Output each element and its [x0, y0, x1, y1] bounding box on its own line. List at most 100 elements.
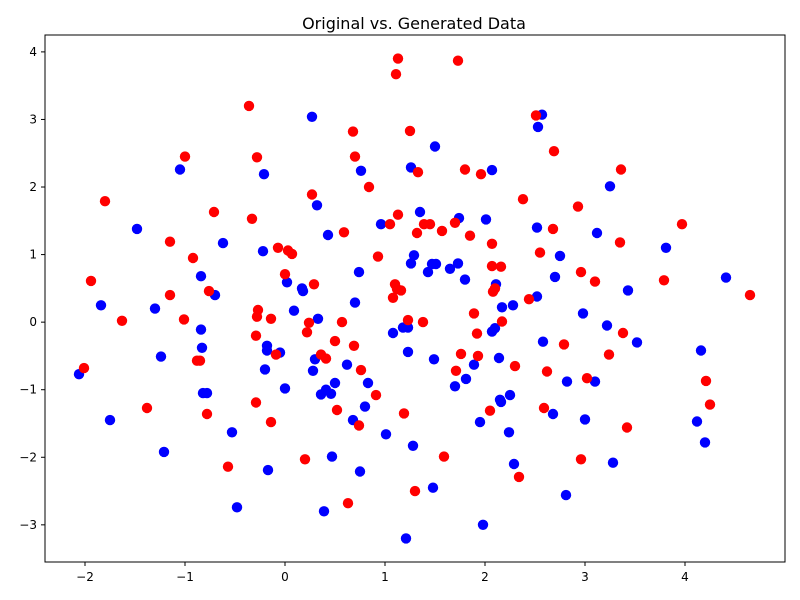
series-0-point-89	[531, 291, 543, 302]
series-0-point-39	[326, 451, 338, 462]
series-1-point-53	[390, 69, 402, 80]
series-1-point-50	[384, 219, 396, 230]
series-1-point-64	[417, 316, 429, 328]
series-0-point-51	[387, 327, 399, 339]
series-1-point-69	[449, 217, 461, 228]
series-0-point-65	[429, 141, 441, 152]
series-1-point-97	[572, 201, 584, 212]
series-1-point-99	[575, 454, 587, 465]
series-1-point-16	[243, 100, 255, 112]
series-0-point-12	[201, 387, 213, 399]
series-1-point-70	[450, 365, 462, 376]
series-1-point-77	[472, 350, 484, 362]
x-tick-label: −2	[76, 570, 94, 584]
series-1-point-73	[459, 164, 471, 175]
series-1-point-36	[320, 353, 332, 364]
series-0-point-38	[325, 388, 337, 399]
series-1-point-17	[246, 213, 258, 224]
series-0-point-69	[452, 258, 464, 269]
series-0-point-29	[306, 111, 318, 123]
series-0-point-19	[259, 364, 271, 375]
series-1-point-20	[251, 152, 263, 163]
y-tick-label: 2	[29, 180, 37, 194]
series-0-point-10	[196, 342, 208, 353]
series-1-point-63	[412, 167, 424, 178]
series-1-point-108	[676, 219, 688, 230]
y-axis: −3 −2 −1 0 1 2 3 4	[19, 45, 45, 532]
series-1-point-55	[392, 209, 404, 220]
series-0-point-21	[261, 345, 273, 356]
series-0-point-63	[427, 482, 439, 493]
series-0-point-48	[362, 377, 374, 389]
series-0-point-90	[531, 222, 543, 233]
series-1-point-4	[141, 402, 153, 414]
series-0-point-56	[405, 258, 417, 269]
series-1-point-57	[395, 285, 407, 296]
series-1-point-18	[250, 397, 262, 408]
series-0-point-1	[95, 300, 107, 311]
series-1-point-29	[286, 248, 298, 260]
series-1-point-79	[484, 405, 496, 416]
series-1-point-48	[370, 389, 382, 401]
series-1-point-34	[308, 279, 320, 290]
series-1-point-72	[455, 348, 467, 360]
series-1-point-109	[700, 375, 712, 387]
series-1-point-111	[744, 289, 756, 301]
series-0-point-106	[622, 285, 634, 296]
series-0-point-74	[474, 416, 486, 428]
series-1-point-74	[464, 230, 476, 241]
series-0-point-99	[577, 308, 589, 319]
series-0-point-9	[195, 324, 207, 335]
series-1-point-62	[411, 227, 423, 239]
series-0-point-79	[489, 323, 501, 334]
series-0-point-86	[504, 389, 516, 401]
series-0-point-49	[375, 219, 387, 230]
series-0-point-43	[349, 297, 361, 308]
series-1-point-75	[468, 308, 480, 319]
series-1-point-78	[475, 169, 487, 180]
series-1-point-93	[541, 366, 553, 377]
series-1-point-105	[617, 327, 629, 339]
series-0-point-15	[226, 427, 238, 438]
series-0-point-87	[507, 300, 519, 311]
series-0-point-40	[329, 377, 341, 389]
series-1-point-24	[265, 416, 277, 428]
x-tick-label: 1	[381, 570, 389, 584]
series-0-point-22	[262, 464, 274, 476]
series-1-point-110	[704, 399, 716, 410]
series-1-point-32	[303, 317, 315, 328]
y-tick-label: −3	[19, 518, 37, 532]
series-1-point-51	[387, 292, 399, 303]
series-1-point-98	[575, 266, 587, 278]
series-1-point-27	[279, 269, 291, 280]
series-0-point-26	[288, 305, 300, 316]
series-1-point-104	[615, 164, 627, 175]
series-1-point-12	[201, 408, 213, 420]
series-0-point-32	[311, 200, 323, 211]
series-0-point-102	[591, 227, 603, 239]
series-0-point-33	[312, 313, 324, 324]
series-1-point-11	[194, 355, 206, 366]
series-1-point-44	[349, 151, 361, 162]
series-0-point-47	[359, 401, 371, 412]
series-1-point-39	[336, 316, 348, 328]
series-0-point-72	[460, 373, 472, 385]
series-0-point-112	[720, 272, 732, 283]
series-0-point-91	[532, 121, 544, 133]
data-points	[73, 53, 756, 544]
x-axis: −2 −1 0 1 2 3 4	[76, 562, 689, 584]
series-1-point-15	[222, 461, 234, 472]
series-0-point-46	[355, 165, 367, 176]
series-0-point-25	[281, 277, 293, 288]
series-0-point-107	[631, 337, 643, 348]
series-1-point-26	[272, 242, 284, 253]
series-0-point-104	[604, 181, 616, 192]
series-0-point-93	[537, 336, 549, 347]
series-1-point-87	[513, 471, 525, 483]
series-1-point-76	[471, 328, 483, 339]
series-0-point-83	[495, 396, 507, 408]
series-0-point-75	[477, 519, 489, 530]
series-0-point-60	[414, 206, 426, 218]
series-1-point-80	[486, 260, 498, 272]
series-1-point-107	[658, 275, 670, 286]
